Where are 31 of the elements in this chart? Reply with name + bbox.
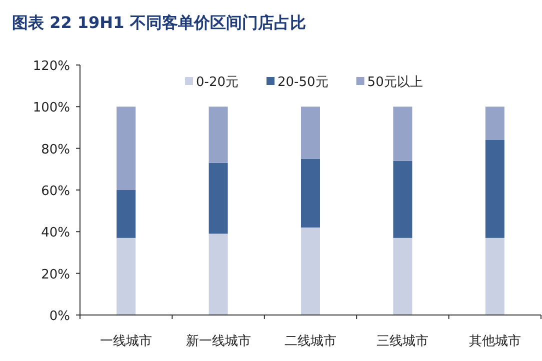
bar [301, 158, 320, 228]
y-tick-label: 100% [32, 100, 70, 116]
y-tick-label: 0% [49, 309, 70, 324]
bar [393, 160, 412, 238]
bar [393, 238, 412, 315]
legend-label: 20-50元 [278, 75, 328, 90]
bar [485, 140, 504, 238]
legend-label: 0-20元 [196, 75, 239, 90]
x-tick-label: 二线城市 [284, 334, 336, 349]
x-tick-label: 三线城市 [376, 334, 429, 349]
bar [208, 106, 228, 163]
y-tick-label: 120% [32, 59, 70, 74]
bar [485, 106, 504, 140]
y-tick-label: 20% [41, 267, 70, 282]
bar [301, 106, 320, 159]
legend-label: 50元以上 [367, 75, 423, 90]
chart-title: 图表 22 19H1 不同客单价区间门店占比 [12, 13, 306, 32]
bar [116, 238, 136, 315]
y-tick-label: 80% [41, 142, 70, 158]
bar [208, 234, 228, 315]
x-tick-label: 其他城市 [468, 334, 521, 349]
y-tick-label: 40% [41, 226, 70, 241]
bar [393, 106, 412, 161]
bar [485, 238, 504, 315]
bar [301, 228, 320, 315]
x-tick-label: 新一线城市 [186, 334, 251, 349]
bar [116, 190, 136, 238]
x-tick-label: 一线城市 [100, 334, 152, 349]
bar [208, 162, 228, 234]
bar [116, 106, 136, 190]
y-tick-label: 60% [41, 184, 70, 199]
